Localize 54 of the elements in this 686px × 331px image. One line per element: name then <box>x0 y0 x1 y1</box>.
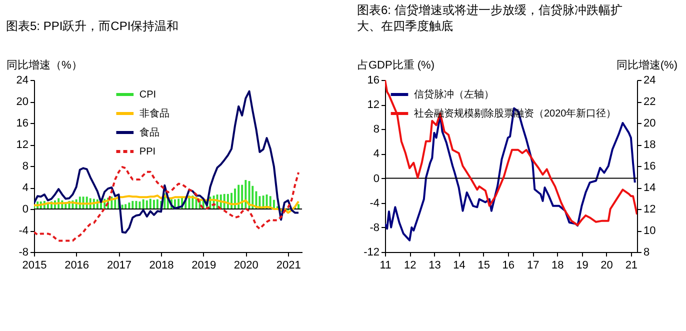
y-tick-label: -8 <box>18 246 28 258</box>
y2-tick-label: 22 <box>644 96 656 108</box>
y2-tick-label: 20 <box>644 118 656 130</box>
x-tick-label: 14 <box>453 260 466 272</box>
x-tick-label: 11 <box>380 260 392 272</box>
x-tick-label: 19 <box>576 260 588 272</box>
legend-label: 非食品 <box>139 108 170 120</box>
y2-tick-label: 14 <box>644 182 656 194</box>
x-tick-label: 2015 <box>22 260 47 272</box>
legend-label: CPI <box>139 90 156 100</box>
x-tick-label: 2019 <box>192 260 216 272</box>
x-tick-label: 21 <box>625 260 638 272</box>
y2-tick-label: 24 <box>644 74 656 86</box>
x-tick-label: 2021 <box>276 260 301 272</box>
y-axis-title: 占GDP比重 (%) <box>358 58 434 72</box>
chart-title: 图表6: 信贷增速或将进一步放缓，信贷脉冲跌幅扩大、在四季度触底 <box>357 3 622 33</box>
x-tick-label: 12 <box>404 260 416 272</box>
y-tick-label: 12 <box>367 99 380 112</box>
y2-tick-label: 8 <box>644 246 650 258</box>
y-tick-label: -12 <box>364 246 380 258</box>
legend-label: PPI <box>139 146 156 158</box>
y-tick-label: 16 <box>16 118 28 130</box>
y-tick-label: -4 <box>18 225 28 237</box>
x-tick-label: 2016 <box>64 260 90 272</box>
y-tick-label: 4 <box>373 148 380 160</box>
y-tick-label: -4 <box>370 197 380 210</box>
y-tick-label: 16 <box>367 74 380 86</box>
x-tick-label: 2018 <box>149 260 174 272</box>
chart-title: 图表5: PPI跃升，而CPI保持温和 <box>6 19 179 33</box>
y-tick-label: 0 <box>22 204 28 216</box>
y2-tick-label: 18 <box>644 139 656 151</box>
y2-tick-label: 10 <box>644 225 656 237</box>
legend-label: 食品 <box>139 126 160 138</box>
y-tick-label: 12 <box>16 139 28 151</box>
x-tick-label: 2020 <box>234 260 258 272</box>
x-tick-label: 17 <box>526 260 540 272</box>
x-tick-label: 18 <box>552 260 564 272</box>
y2-axis-title: 同比增速(%) <box>616 58 678 72</box>
y2-tick-label: 12 <box>644 204 656 216</box>
y-tick-label: 8 <box>22 160 28 172</box>
y2-tick-label: 16 <box>644 160 656 172</box>
y-tick-label: 24 <box>16 74 28 86</box>
y-tick-label: -8 <box>370 222 380 234</box>
x-tick-label: 16 <box>502 260 515 272</box>
y-tick-label: 20 <box>16 96 28 108</box>
legend-label: 信贷脉冲（左轴） <box>414 88 494 100</box>
x-tick-label: 13 <box>428 260 441 272</box>
y-axis-title: 同比增速（%） <box>6 58 82 72</box>
y-tick-label: 8 <box>373 124 380 136</box>
x-tick-label: 15 <box>478 260 490 272</box>
x-tick-label: 20 <box>600 260 613 272</box>
y-tick-label: 4 <box>22 182 28 194</box>
x-tick-label: 2017 <box>106 260 132 272</box>
y-tick-label: 0 <box>373 172 380 185</box>
